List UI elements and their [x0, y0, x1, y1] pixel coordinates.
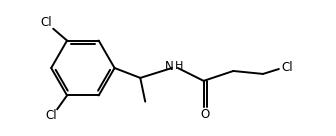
- Text: Cl: Cl: [281, 61, 293, 75]
- Text: N: N: [165, 60, 173, 72]
- Text: O: O: [201, 108, 210, 121]
- Text: Cl: Cl: [45, 109, 57, 122]
- Text: Cl: Cl: [40, 16, 52, 29]
- Text: H: H: [175, 61, 183, 71]
